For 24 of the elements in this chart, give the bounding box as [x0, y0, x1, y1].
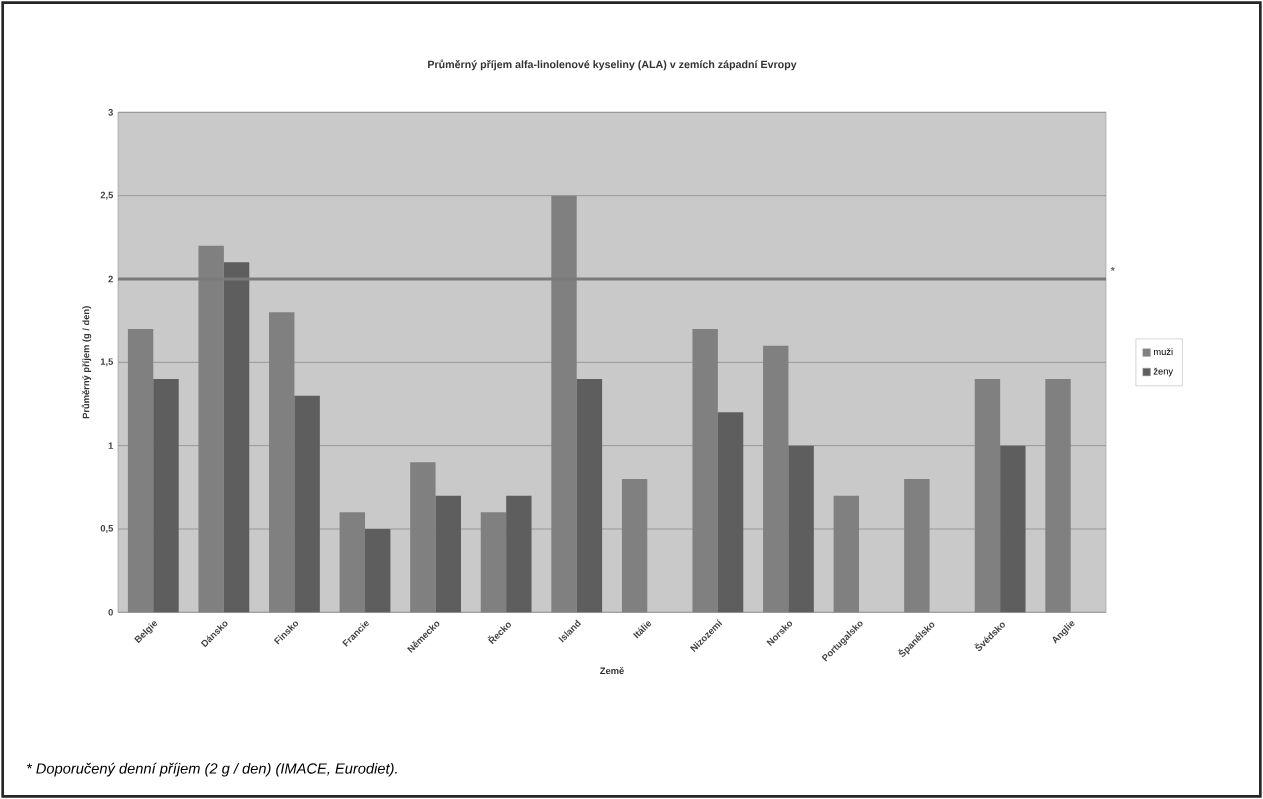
- legend-label: muži: [1154, 348, 1173, 356]
- y-tick-label: 2: [108, 275, 113, 283]
- bar: [153, 378, 179, 613]
- y-tick-label: 1,5: [100, 358, 114, 367]
- ref-line-label: *: [1110, 266, 1115, 271]
- x-axis-title: Země: [600, 667, 624, 675]
- bar: [788, 445, 814, 613]
- chart-title: Průměrný příjem alfa-linolenové kyseliny (ALA) v zemích západní Evropy: [428, 59, 797, 71]
- y-tick-label: 0,5: [100, 525, 114, 533]
- legend-label: ženy: [1153, 367, 1174, 377]
- bar: [365, 528, 391, 613]
- bar: [576, 378, 603, 613]
- y-tick-label: 2,5: [100, 191, 114, 200]
- bar: [1000, 445, 1026, 613]
- y-tick-label: 3: [108, 109, 113, 116]
- text: * Doporučený denní příjem (2 g / den) (IMACE, Eurodiet).: [26, 762, 397, 777]
- y-tick-label: 1: [108, 442, 114, 449]
- bar: [717, 412, 744, 613]
- y-tick-label: 0: [108, 609, 113, 616]
- bar: [294, 395, 320, 613]
- y-axis-title: Průměrný příjem (g / den): [81, 306, 92, 419]
- bar: [506, 495, 532, 613]
- bar: [435, 495, 461, 613]
- bar: [223, 262, 250, 613]
